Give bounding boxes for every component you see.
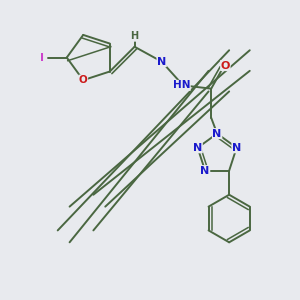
Text: N: N — [193, 143, 202, 153]
Text: N: N — [157, 57, 166, 67]
Text: O: O — [79, 75, 88, 85]
Text: H: H — [130, 31, 139, 41]
Text: N: N — [232, 143, 241, 153]
Text: HN: HN — [173, 80, 190, 90]
Text: N: N — [200, 166, 210, 176]
Text: N: N — [212, 129, 222, 139]
Text: O: O — [221, 61, 230, 70]
Text: I: I — [40, 52, 44, 62]
